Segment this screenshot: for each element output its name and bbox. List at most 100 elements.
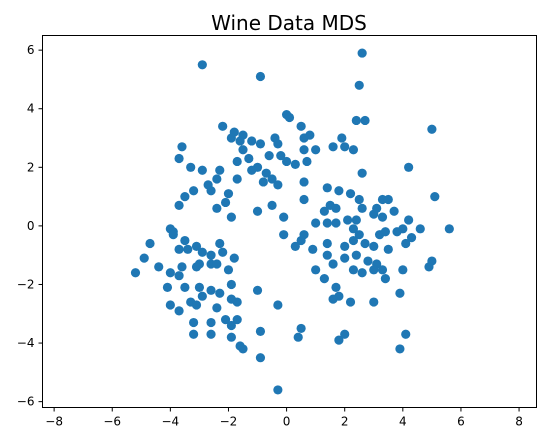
data-point bbox=[308, 244, 318, 254]
x-tick-label: 8 bbox=[515, 415, 523, 429]
data-point bbox=[279, 230, 289, 240]
data-point bbox=[351, 215, 361, 225]
data-point bbox=[328, 294, 338, 304]
data-point bbox=[293, 332, 303, 342]
data-point bbox=[331, 218, 341, 228]
data-point bbox=[340, 241, 350, 251]
data-point bbox=[226, 320, 236, 331]
data-point bbox=[215, 288, 225, 298]
data-point bbox=[177, 262, 187, 272]
data-point bbox=[290, 241, 300, 251]
data-point bbox=[212, 303, 222, 313]
chart-title: Wine Data MDS bbox=[211, 11, 367, 35]
data-point bbox=[345, 297, 356, 307]
data-point bbox=[331, 203, 341, 213]
x-tick-label: −8 bbox=[45, 415, 63, 429]
data-point bbox=[322, 218, 332, 228]
data-point bbox=[130, 268, 141, 278]
data-point bbox=[267, 200, 277, 210]
data-point bbox=[215, 238, 225, 249]
data-point bbox=[299, 177, 309, 187]
x-tick-label: −2 bbox=[220, 415, 238, 429]
data-point bbox=[255, 326, 266, 336]
data-point bbox=[395, 344, 405, 354]
data-point bbox=[281, 156, 292, 167]
data-point bbox=[197, 291, 207, 301]
data-point bbox=[351, 250, 361, 260]
data-point bbox=[189, 186, 199, 196]
y-tick-label: −2 bbox=[17, 277, 35, 291]
data-point bbox=[247, 165, 257, 175]
data-point bbox=[348, 265, 359, 275]
y-tick-label: 4 bbox=[27, 102, 35, 116]
data-point bbox=[340, 253, 350, 263]
data-point bbox=[311, 265, 321, 275]
data-point bbox=[276, 150, 286, 161]
data-point bbox=[229, 253, 239, 263]
data-point bbox=[191, 262, 202, 272]
data-point bbox=[377, 265, 388, 275]
data-point bbox=[154, 262, 164, 272]
y-tick-label: 0 bbox=[27, 219, 35, 233]
axes-layer: −8 −6 −4 −2 0 2 4 6 8 −6 −4 −2 0 2 4 6 bbox=[17, 43, 523, 428]
data-point bbox=[296, 323, 306, 334]
data-point bbox=[226, 133, 236, 143]
plot-frame bbox=[42, 35, 537, 408]
data-point bbox=[430, 192, 440, 202]
data-point bbox=[223, 189, 234, 199]
data-point bbox=[252, 206, 263, 216]
data-point bbox=[404, 162, 414, 172]
data-point bbox=[322, 250, 332, 260]
data-point bbox=[395, 288, 405, 298]
data-point bbox=[406, 233, 417, 243]
data-point bbox=[311, 145, 321, 155]
data-point bbox=[348, 224, 359, 234]
data-point bbox=[319, 206, 329, 216]
data-point bbox=[215, 165, 225, 175]
data-point bbox=[331, 282, 341, 293]
data-point bbox=[284, 112, 295, 123]
data-point bbox=[328, 142, 338, 152]
data-point bbox=[351, 115, 361, 126]
data-point bbox=[267, 174, 277, 184]
data-point bbox=[206, 329, 216, 339]
data-point bbox=[180, 235, 190, 246]
data-point bbox=[183, 244, 193, 254]
data-point bbox=[372, 203, 382, 213]
data-point bbox=[226, 279, 236, 290]
data-point bbox=[383, 244, 393, 254]
data-point bbox=[252, 285, 263, 295]
data-point bbox=[322, 183, 332, 193]
data-point bbox=[177, 142, 187, 152]
data-point bbox=[273, 300, 283, 310]
data-point bbox=[392, 227, 402, 237]
data-point bbox=[424, 262, 434, 272]
data-point bbox=[360, 238, 370, 249]
data-point bbox=[162, 282, 173, 293]
data-point bbox=[258, 177, 268, 187]
data-point bbox=[334, 186, 344, 196]
data-point bbox=[299, 145, 309, 155]
data-point bbox=[206, 250, 216, 260]
data-point bbox=[212, 259, 222, 269]
data-point bbox=[212, 203, 222, 213]
data-point bbox=[145, 238, 155, 249]
data-point bbox=[273, 180, 283, 190]
data-point bbox=[255, 353, 266, 363]
data-point bbox=[415, 224, 425, 234]
data-point bbox=[197, 60, 207, 70]
data-point bbox=[191, 241, 202, 251]
data-point bbox=[398, 265, 408, 275]
data-point bbox=[302, 156, 312, 167]
data-point bbox=[273, 385, 283, 395]
data-point bbox=[296, 235, 306, 246]
data-point bbox=[404, 215, 414, 225]
data-point bbox=[319, 274, 329, 284]
data-point bbox=[261, 168, 271, 178]
data-point bbox=[220, 315, 231, 325]
x-tick-label: 6 bbox=[457, 415, 465, 429]
data-point bbox=[197, 247, 207, 257]
data-point bbox=[191, 300, 202, 310]
data-point bbox=[255, 139, 266, 149]
data-point bbox=[174, 306, 184, 316]
